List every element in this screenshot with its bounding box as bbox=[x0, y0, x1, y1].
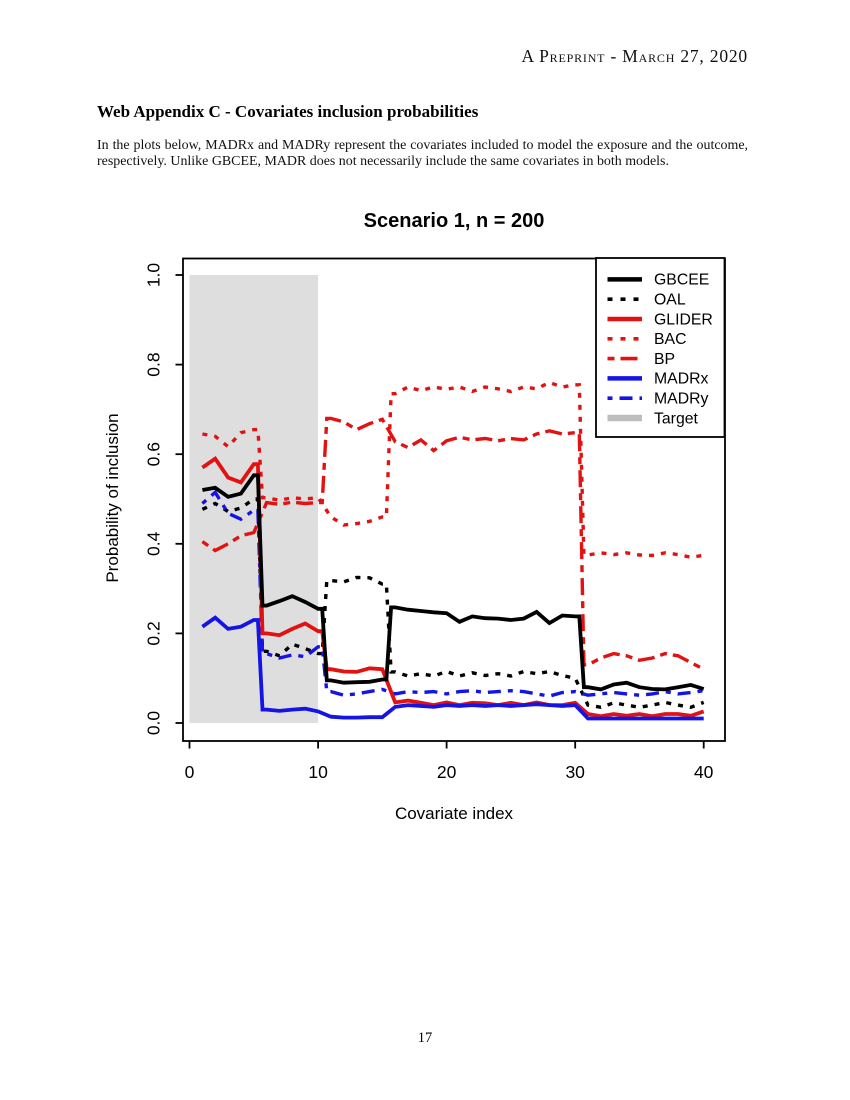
svg-text:1.0: 1.0 bbox=[143, 263, 163, 288]
svg-text:20: 20 bbox=[437, 762, 457, 782]
svg-text:0.4: 0.4 bbox=[143, 531, 163, 556]
svg-text:0: 0 bbox=[185, 762, 195, 782]
svg-text:0.8: 0.8 bbox=[143, 352, 163, 376]
svg-text:0.6: 0.6 bbox=[143, 442, 163, 466]
svg-text:Target: Target bbox=[654, 410, 699, 427]
svg-text:0.2: 0.2 bbox=[143, 621, 163, 645]
svg-text:Probability of inclusion: Probability of inclusion bbox=[103, 413, 122, 582]
svg-text:OAL: OAL bbox=[654, 292, 686, 309]
svg-text:40: 40 bbox=[694, 762, 714, 782]
svg-text:Covariate index: Covariate index bbox=[395, 804, 514, 823]
svg-text:BP: BP bbox=[654, 351, 675, 368]
svg-text:30: 30 bbox=[565, 762, 585, 782]
svg-text:0.0: 0.0 bbox=[143, 711, 163, 736]
svg-text:MADRx: MADRx bbox=[654, 371, 709, 388]
svg-text:MADRy: MADRy bbox=[654, 391, 709, 408]
svg-text:GLIDER: GLIDER bbox=[654, 311, 713, 328]
svg-text:Scenario 1, n = 200: Scenario 1, n = 200 bbox=[364, 210, 545, 232]
svg-text:BAC: BAC bbox=[654, 331, 686, 348]
svg-text:GBCEE: GBCEE bbox=[654, 272, 709, 289]
svg-text:10: 10 bbox=[308, 762, 328, 782]
